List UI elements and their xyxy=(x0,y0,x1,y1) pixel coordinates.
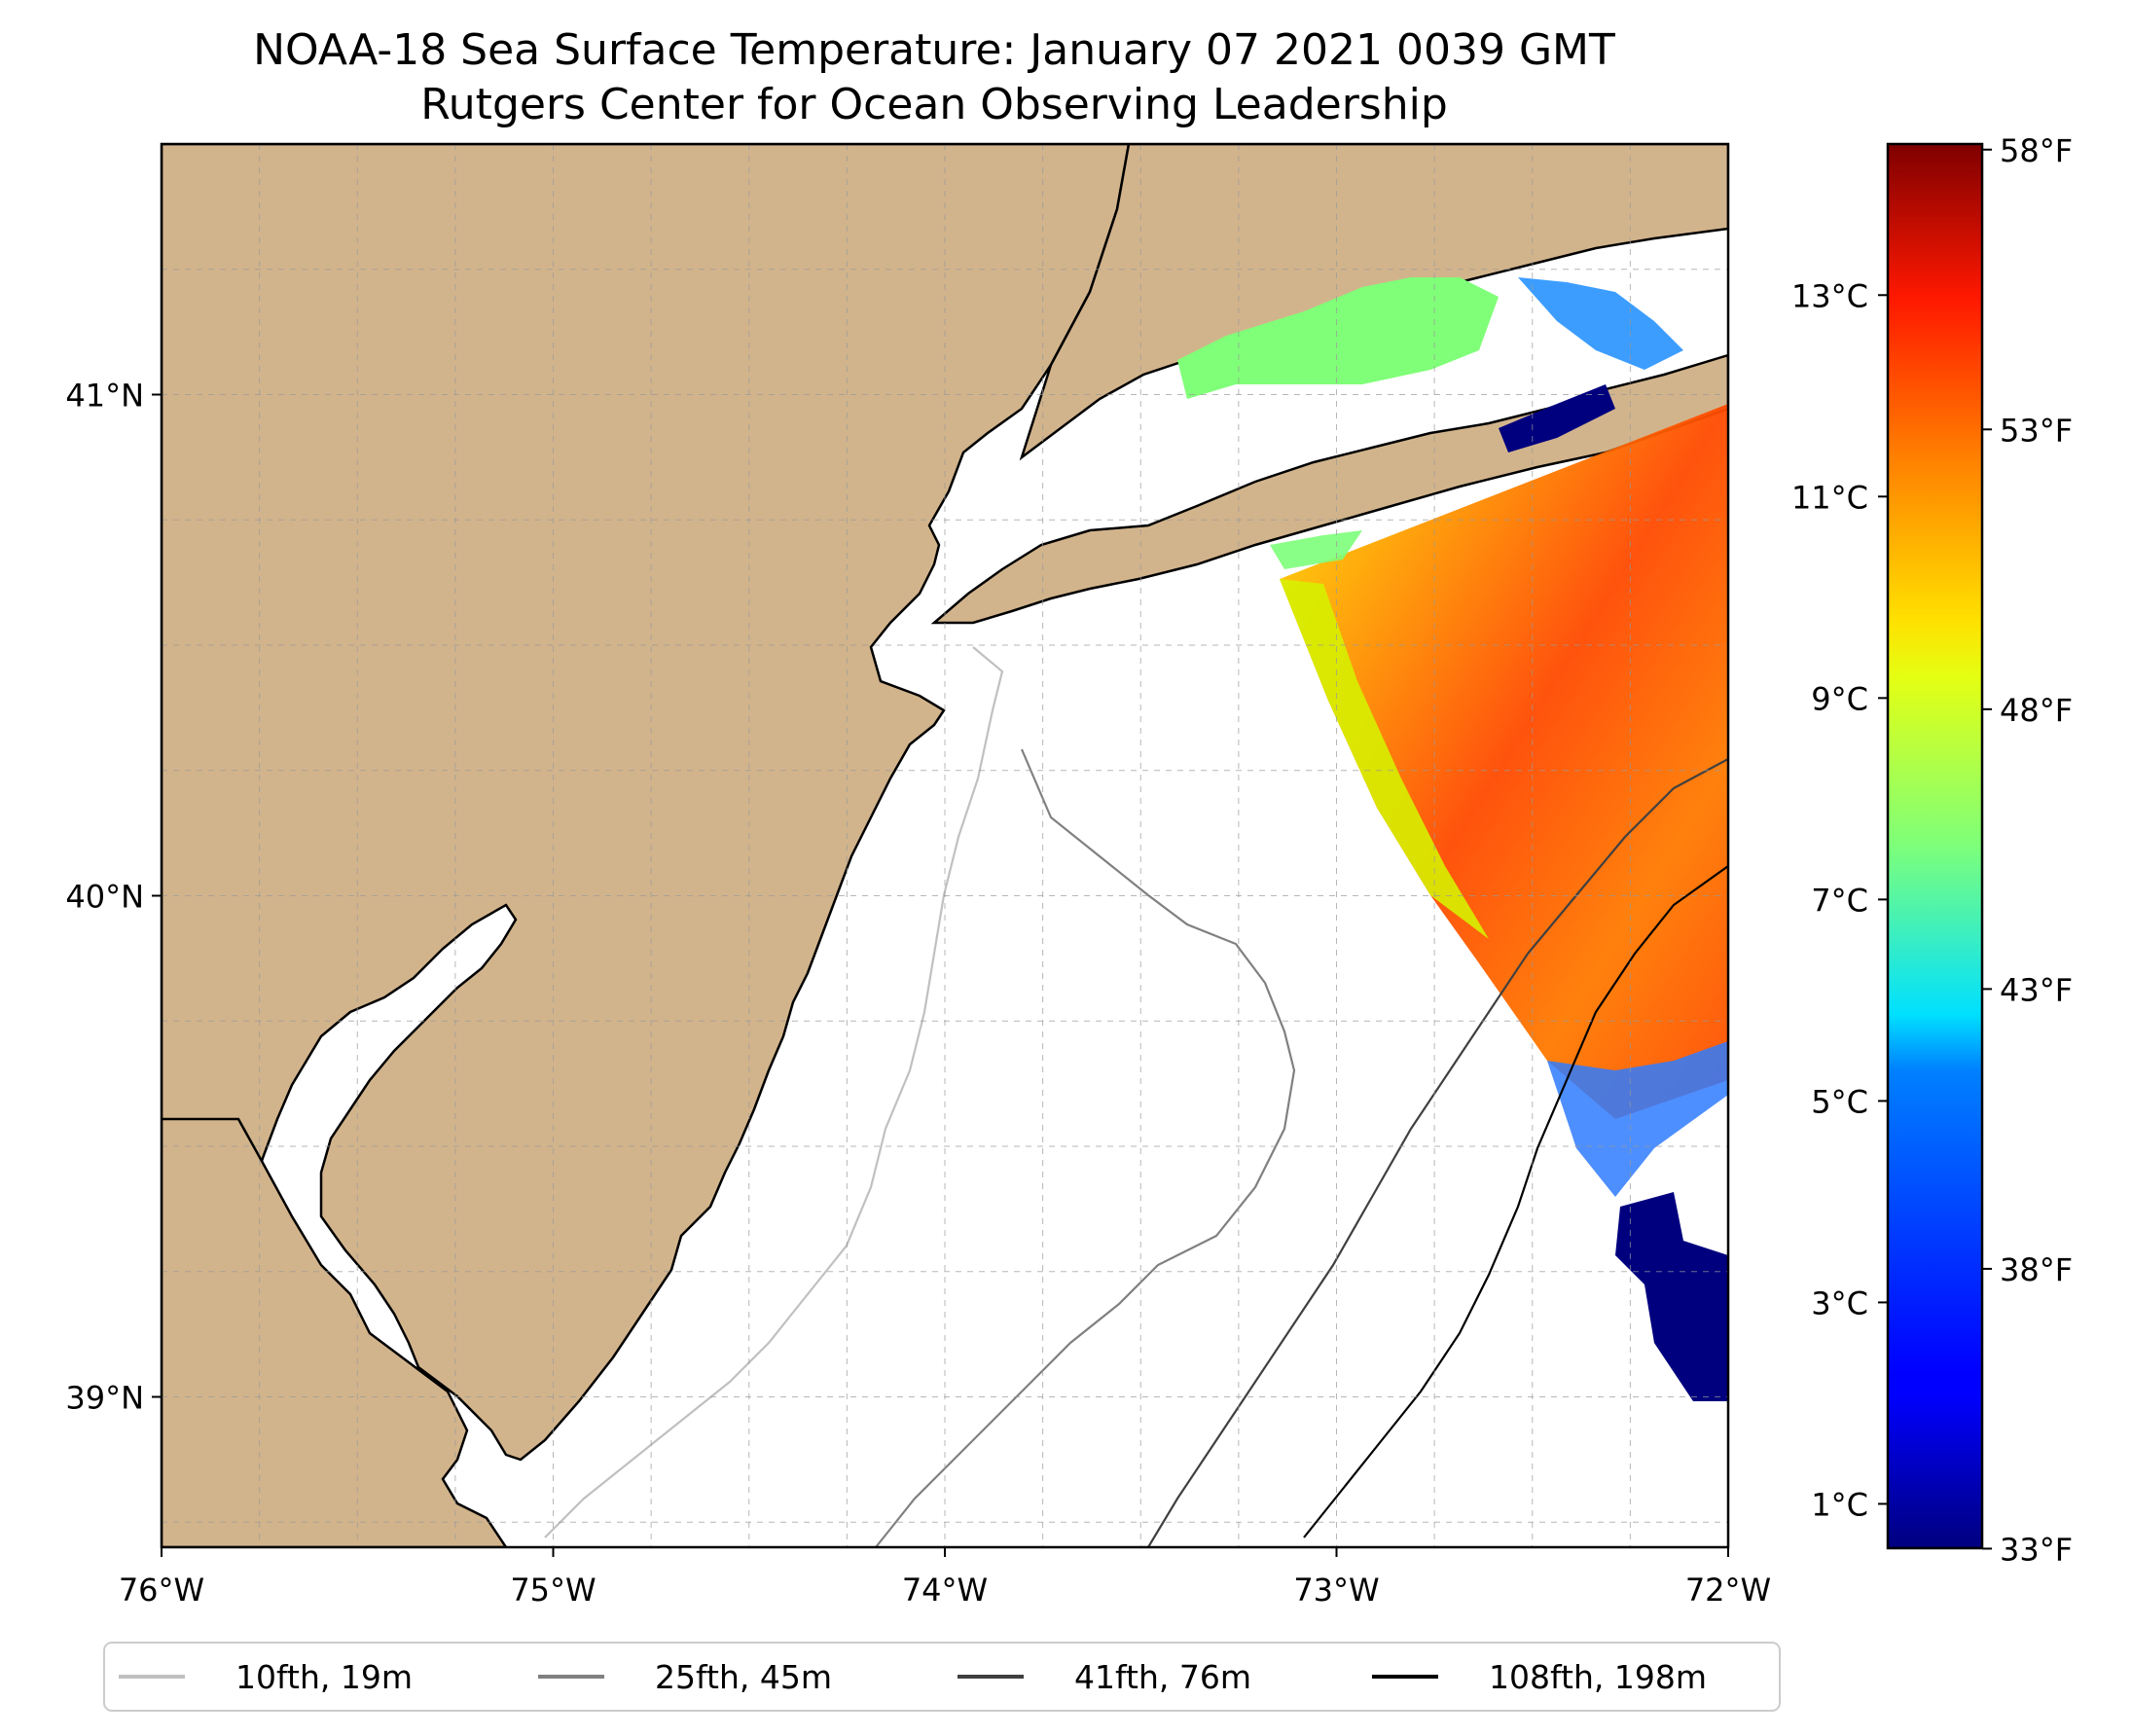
fahrenheit-tick-label: 38°F xyxy=(2000,1251,2073,1288)
sst-swath-cold-south xyxy=(1547,1041,1728,1197)
contour-legend: 10fth, 19m 25fth, 45m 41fth, 76m 108fth, 19… xyxy=(103,1642,1781,1712)
colorbar-fahrenheit-axis: 33°F 38°F 43°F 48°F 53°F 58°F xyxy=(1982,132,2073,1568)
contour-10fth xyxy=(544,646,1004,1538)
map-title-line2: Rutgers Center for Ocean Observing Leade… xyxy=(420,80,1448,129)
sst-swath xyxy=(1280,404,1728,1119)
sst-cold-patch xyxy=(1615,1192,1728,1401)
land-mainland xyxy=(162,144,1131,1547)
longitude-axis: 76°W 75°W 74°W 73°W 72°W xyxy=(119,1547,1771,1609)
lon-tick-label: 75°W xyxy=(510,1572,596,1609)
fahrenheit-tick-label: 53°F xyxy=(2000,412,2073,449)
lat-tick-label: 41°N xyxy=(65,378,144,415)
legend-item-label: 25fth, 45m xyxy=(655,1658,832,1696)
legend-item-label: 41fth, 76m xyxy=(1074,1658,1251,1696)
sst-nearshore-green xyxy=(1270,530,1362,569)
celsius-tick-label: 1°C xyxy=(1811,1486,1868,1523)
gridlines xyxy=(162,144,1728,1547)
fahrenheit-tick-label: 43°F xyxy=(2000,971,2073,1008)
legend-items: 10fth, 19m 25fth, 45m 41fth, 76m 108fth, 19… xyxy=(119,1658,1707,1696)
celsius-tick-label: 13°C xyxy=(1791,277,1868,314)
depth-contours xyxy=(544,646,1728,1547)
lat-tick-label: 40°N xyxy=(65,879,144,916)
colorbar-celsius-axis: 1°C 3°C 5°C 7°C 9°C 11°C 13°C xyxy=(1791,277,1888,1523)
celsius-tick-label: 7°C xyxy=(1811,882,1868,919)
celsius-tick-label: 3°C xyxy=(1811,1284,1868,1321)
celsius-tick-label: 5°C xyxy=(1811,1083,1868,1120)
contour-41fth xyxy=(1147,758,1728,1547)
land-delmarva xyxy=(162,1117,508,1547)
celsius-tick-label: 9°C xyxy=(1811,680,1868,717)
latitude-axis: 41°N 40°N 39°N xyxy=(65,378,162,1417)
map-panel xyxy=(162,144,1728,1547)
lat-tick-label: 39°N xyxy=(65,1380,144,1417)
fahrenheit-tick-label: 48°F xyxy=(2000,692,2073,729)
lon-tick-label: 73°W xyxy=(1293,1572,1379,1609)
lon-tick-label: 76°W xyxy=(119,1572,204,1609)
fahrenheit-tick-label: 33°F xyxy=(2000,1531,2073,1568)
celsius-tick-label: 11°C xyxy=(1791,479,1868,516)
sst-bay-navy xyxy=(1499,384,1615,452)
legend-item-label: 10fth, 19m xyxy=(235,1658,413,1696)
legend-item-label: 108fth, 198m xyxy=(1489,1658,1707,1696)
fahrenheit-tick-label: 58°F xyxy=(2000,132,2073,169)
map-title-line1: NOAA-18 Sea Surface Temperature: January… xyxy=(253,25,1615,75)
contour-25fth xyxy=(875,748,1296,1547)
sst-swath-cool-edge xyxy=(1280,579,1489,939)
legend-box xyxy=(103,1642,1781,1712)
lon-tick-label: 74°W xyxy=(902,1572,988,1609)
sst-sound-green xyxy=(1177,277,1499,399)
lon-tick-label: 72°W xyxy=(1685,1572,1771,1609)
colorbar xyxy=(1886,142,1984,1550)
sst-sound-blue xyxy=(1518,277,1683,370)
contour-108fth xyxy=(1303,865,1728,1538)
